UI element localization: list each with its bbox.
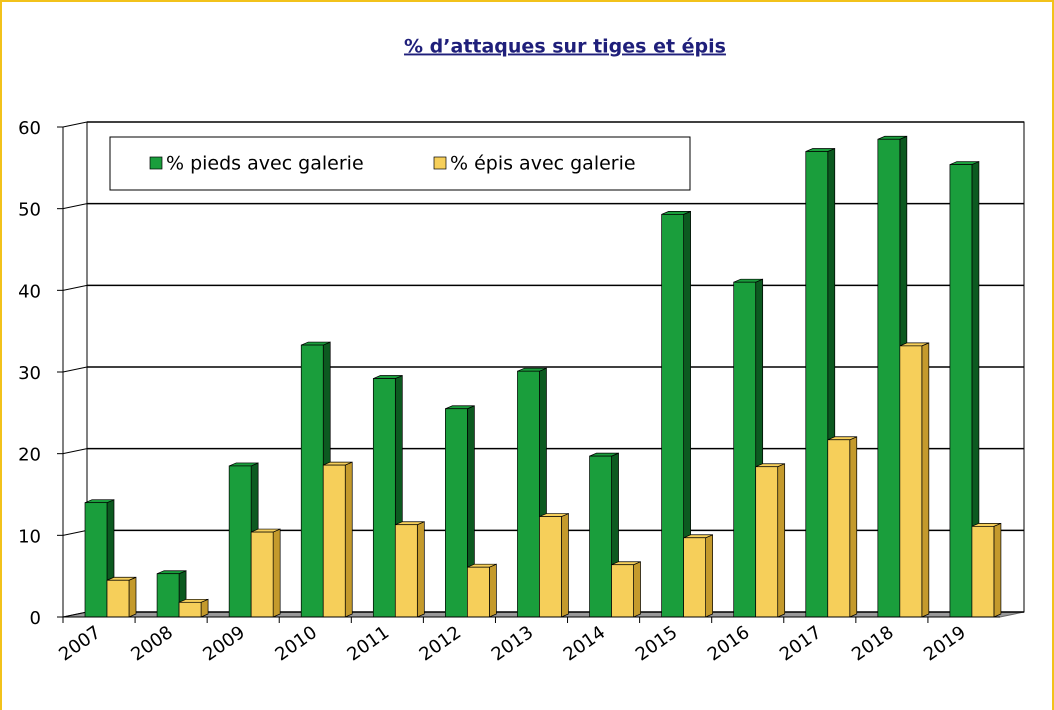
bar-side [633, 561, 641, 618]
bar-front [539, 516, 562, 618]
bar-front [322, 464, 346, 618]
bar-front [156, 573, 180, 618]
bar-side [993, 522, 1002, 618]
bar-front [611, 564, 634, 618]
bar-front [899, 345, 923, 618]
grid-line [62, 611, 88, 618]
bar [394, 521, 425, 618]
bar [683, 534, 713, 618]
bar-side [128, 576, 137, 618]
chart-title: % d’attaques sur tiges et épis [404, 36, 726, 58]
bar-side [344, 461, 353, 618]
bar-front [250, 531, 274, 618]
legend-label: % pieds avec galerie [166, 153, 364, 175]
bar [661, 210, 691, 618]
grid-line [62, 284, 88, 291]
bar-front [589, 455, 612, 618]
y-tick-label: 10 [18, 526, 41, 547]
grid-line [62, 121, 88, 128]
bar-front [300, 344, 324, 618]
bar [827, 436, 858, 618]
bar-front [805, 151, 829, 618]
bar [611, 561, 641, 618]
bar-front [755, 466, 779, 618]
bar [467, 563, 497, 618]
bar [106, 576, 137, 618]
bar [971, 522, 1002, 618]
bar-front [445, 408, 468, 618]
bar-front [949, 164, 973, 618]
bar-side [489, 563, 497, 618]
bar-side [849, 436, 858, 618]
grid-line [62, 203, 88, 210]
legend-swatch [149, 156, 163, 170]
grid-line [62, 448, 88, 455]
y-tick-label: 0 [30, 608, 41, 629]
bar [755, 463, 786, 618]
bar-front [661, 214, 684, 618]
bar [178, 598, 209, 618]
grid-line [62, 529, 88, 536]
legend-label: % épis avec galerie [450, 153, 636, 175]
legend-box [109, 136, 691, 191]
bar-front [467, 566, 490, 618]
bar-front [683, 537, 706, 618]
bar-front [106, 579, 130, 618]
bar-front [877, 138, 901, 618]
bar [250, 528, 281, 618]
bar-front [517, 370, 540, 618]
bar-side [561, 513, 569, 618]
bar-front [178, 601, 202, 618]
bar-front [827, 439, 851, 618]
y-tick-label: 20 [18, 445, 41, 466]
bar-front [971, 525, 995, 618]
bar-side [921, 342, 930, 618]
y-tick-label: 40 [18, 281, 41, 302]
y-tick-label: 30 [18, 363, 41, 384]
bar-front [84, 502, 108, 618]
bar-side [272, 528, 281, 618]
bar-side [416, 521, 425, 618]
bar-front [733, 281, 757, 618]
legend-swatch [433, 156, 447, 170]
bar-front [372, 378, 396, 618]
bar [539, 513, 569, 618]
bar-side [705, 534, 713, 618]
bar [322, 461, 353, 618]
y-tick-label: 50 [18, 200, 41, 221]
bar-side [777, 463, 786, 618]
grid-line [62, 366, 88, 373]
bar [949, 161, 980, 618]
y-tick-label: 60 [18, 118, 41, 139]
bar-front [394, 524, 418, 618]
bar-front [228, 465, 252, 618]
bar [899, 342, 930, 618]
